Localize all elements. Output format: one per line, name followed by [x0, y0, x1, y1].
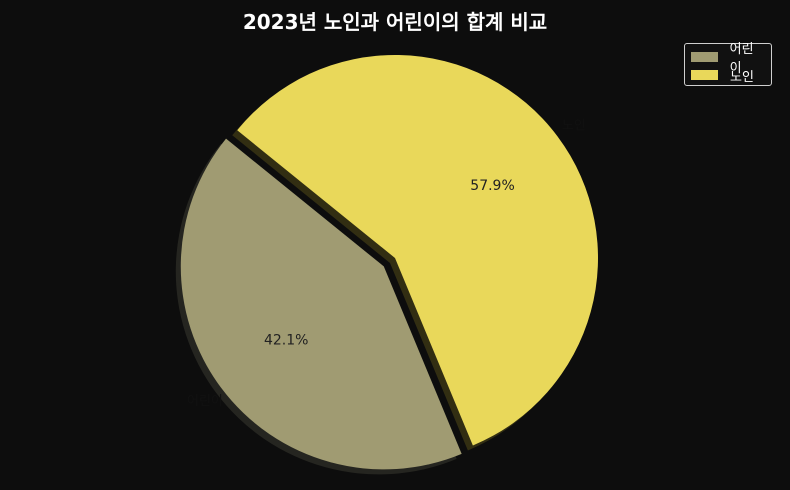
- legend-label-elderly: 노인: [730, 69, 754, 85]
- legend-item-elderly: 노인: [691, 66, 765, 85]
- pie-labels: 42.1% 어린이 57.9% 노인: [187, 118, 586, 409]
- pie-slices: [180, 54, 598, 470]
- legend: 어린이 노인: [684, 42, 772, 86]
- legend-item-children: 어린이: [691, 42, 765, 76]
- pie-slice-elderly: [237, 54, 598, 446]
- pie-percent-label-children: 42.1%: [264, 332, 308, 348]
- legend-swatch-children: [691, 52, 718, 62]
- legend-label-children: 어린이: [729, 42, 754, 76]
- pie-percent-label-elderly: 57.9%: [470, 178, 514, 194]
- pie-category-label-elderly: 노인: [562, 118, 586, 133]
- pie-slice-children: [180, 138, 462, 470]
- pie-category-label-children: 어린이: [187, 394, 223, 409]
- legend-swatch-elderly: [691, 70, 718, 80]
- chart-title: 2023년 노인과 어린이의 합계 비교: [242, 10, 548, 34]
